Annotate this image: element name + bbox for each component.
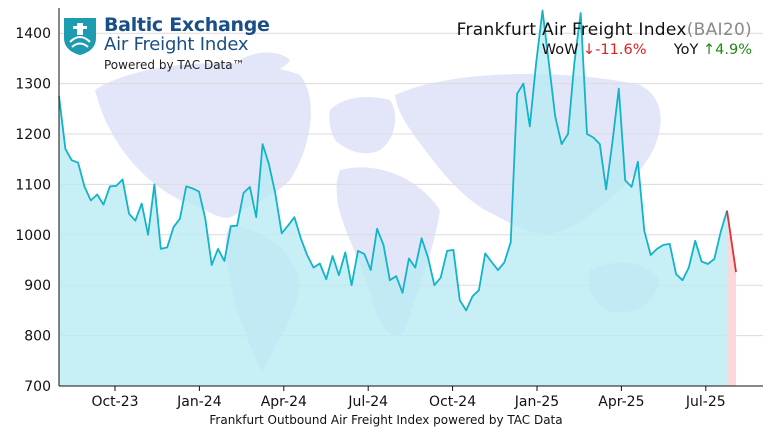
wow-down-arrow-icon: ↓ — [583, 42, 596, 58]
brand-logo-block: Baltic Exchange Air Freight Index Powere… — [62, 14, 302, 76]
baltic-exchange-logo-icon — [64, 18, 96, 55]
brand-subtitle: Air Freight Index — [104, 34, 249, 55]
chart-title: Frankfurt Air Freight Index(BAI20) — [457, 20, 752, 40]
x-tick-label: Jan-24 — [176, 394, 222, 410]
y-tick-label: 1100 — [15, 177, 51, 193]
x-tick-label: Oct-23 — [91, 394, 138, 410]
series-line — [58, 9, 728, 312]
brand-powered-by: Powered by TAC Data™ — [104, 58, 245, 72]
y-tick-label: 1200 — [15, 127, 51, 143]
x-tick-label: Jul-25 — [685, 394, 726, 410]
axes: 700 800 900 1000 1100 1200 1300 1400 Oct-23 Jan-2… — [15, 8, 763, 427]
x-tick-label: Jul-24 — [347, 394, 388, 410]
x-tick-label: Oct-24 — [429, 394, 476, 410]
index-code: (BAI20) — [686, 20, 752, 40]
wow-label: WoW — [541, 42, 579, 58]
x-axis-label: Frankfurt Outbound Air Freight Index pow… — [209, 413, 562, 427]
plot-area — [58, 9, 737, 386]
series-area — [59, 10, 727, 386]
y-tick-label: 1000 — [15, 228, 51, 244]
chart-header: Frankfurt Air Freight Index(BAI20) WoW ↓… — [457, 20, 752, 58]
x-tick-label: Apr-25 — [598, 394, 644, 410]
wow-value: -11.6% — [595, 42, 647, 58]
y-tick-label: 900 — [24, 278, 51, 294]
latest-week-line — [726, 210, 737, 273]
y-tick-label: 1300 — [15, 77, 51, 93]
latest-week-area — [727, 210, 736, 386]
x-tick-label: Jan-25 — [514, 394, 559, 410]
y-tick-label: 800 — [24, 329, 51, 345]
y-tick-label: 1400 — [15, 26, 51, 42]
y-tick-label: 700 — [24, 379, 51, 395]
yoy-up-arrow-icon: ↑ — [703, 42, 716, 58]
yoy-value: 4.9% — [715, 42, 752, 58]
chart-title-text: Frankfurt Air Freight Index — [456, 20, 687, 40]
x-tick-label: Apr-24 — [261, 394, 307, 410]
brand-name: Baltic Exchange — [104, 14, 270, 36]
change-indicators: WoW ↓-11.6% YoY ↑4.9% — [457, 42, 752, 58]
yoy-label: YoY — [673, 42, 699, 58]
